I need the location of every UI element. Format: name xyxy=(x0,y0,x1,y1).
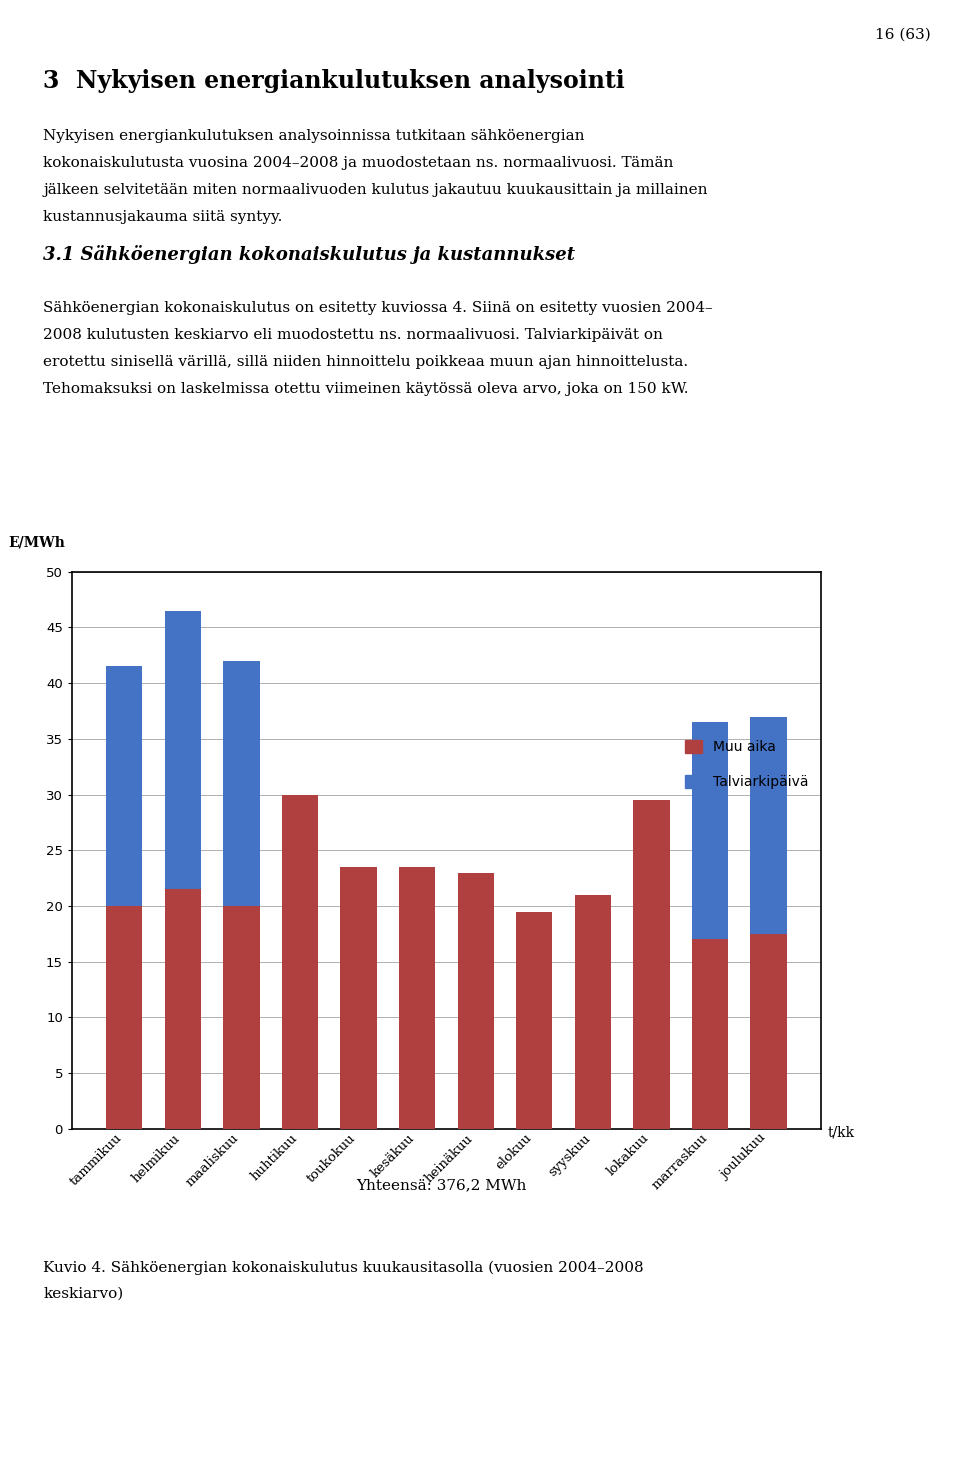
Bar xyxy=(341,866,376,1129)
Bar xyxy=(164,611,201,890)
Text: Tehomaksuksi on laskelmissa otettu viimeinen käytössä oleva arvo, joka on 150 kW: Tehomaksuksi on laskelmissa otettu viime… xyxy=(43,383,688,396)
Bar xyxy=(692,723,729,940)
Bar xyxy=(516,912,552,1129)
Text: Kuvio 4. Sähköenergian kokonaiskulutus kuukausitasolla (vuosien 2004–2008: Kuvio 4. Sähköenergian kokonaiskulutus k… xyxy=(43,1261,644,1275)
Text: 16 (63): 16 (63) xyxy=(876,28,931,43)
Text: 3  Nykyisen energiankulutuksen analysointi: 3 Nykyisen energiankulutuksen analysoint… xyxy=(43,69,625,92)
Text: t/kk: t/kk xyxy=(828,1126,854,1141)
Text: Yhteensä: 376,2 MWh: Yhteensä: 376,2 MWh xyxy=(356,1179,527,1193)
Bar xyxy=(399,866,435,1129)
Text: Sähköenergian kokonaiskulutus on esitetty kuviossa 4. Siinä on esitetty vuosien : Sähköenergian kokonaiskulutus on esitett… xyxy=(43,301,713,315)
Bar xyxy=(458,872,493,1129)
Bar xyxy=(575,894,611,1129)
Text: kokonaiskulutusta vuosina 2004–2008 ja muodostetaan ns. normaalivuosi. Tämän: kokonaiskulutusta vuosina 2004–2008 ja m… xyxy=(43,155,674,170)
Text: kustannusjakauma siitä syntyy.: kustannusjakauma siitä syntyy. xyxy=(43,210,282,224)
Bar xyxy=(106,667,142,906)
Bar xyxy=(164,890,201,1129)
Bar xyxy=(282,795,318,1129)
Bar xyxy=(224,906,259,1129)
Bar xyxy=(224,661,259,906)
Bar xyxy=(634,800,669,1129)
Bar xyxy=(751,934,787,1129)
Text: jälkeen selvitetään miten normaalivuoden kulutus jakautuu kuukausittain ja milla: jälkeen selvitetään miten normaalivuoden… xyxy=(43,183,708,198)
Text: E/MWh: E/MWh xyxy=(9,535,65,550)
Bar xyxy=(751,717,787,934)
Bar xyxy=(692,940,729,1129)
Bar xyxy=(106,906,142,1129)
Legend: Muu aika, Talviarkipäivä: Muu aika, Talviarkipäivä xyxy=(680,734,814,795)
Text: Nykyisen energiankulutuksen analysoinnissa tutkitaan sähköenergian: Nykyisen energiankulutuksen analysoinnis… xyxy=(43,129,585,144)
Text: 2008 kulutusten keskiarvo eli muodostettu ns. normaalivuosi. Talviarkipäivät on: 2008 kulutusten keskiarvo eli muodostett… xyxy=(43,327,663,342)
Text: 3.1 Sähköenergian kokonaiskulutus ja kustannukset: 3.1 Sähköenergian kokonaiskulutus ja kus… xyxy=(43,245,575,264)
Text: erotettu sinisellä värillä, sillä niiden hinnoittelu poikkeaa muun ajan hinnoitt: erotettu sinisellä värillä, sillä niiden… xyxy=(43,355,688,369)
Text: keskiarvo): keskiarvo) xyxy=(43,1287,124,1302)
